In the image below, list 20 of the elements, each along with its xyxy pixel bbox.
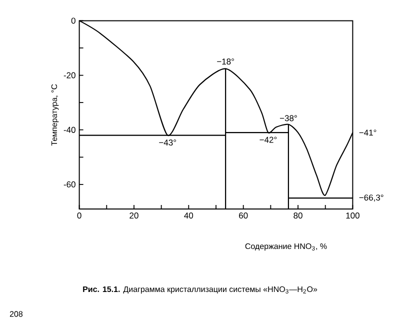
text: Рис. 15.1. Диаграмма кристаллизации системы «HNO$_{3}$—H$_{2}$O» — [83, 286, 318, 294]
annotation: −66,3° — [359, 194, 384, 202]
annotation: −42° — [260, 136, 277, 143]
y-tick-label: -40 — [64, 126, 76, 133]
y-tick-label: 0 — [71, 18, 76, 24]
text: 208 — [10, 311, 23, 317]
y-axis-title: Температура, °C — [51, 84, 59, 146]
x-tick-label: 60 — [239, 212, 248, 219]
annotation: −41° — [359, 130, 376, 136]
annotation: −18° — [217, 58, 234, 65]
x-tick-label: 80 — [294, 212, 302, 219]
y-tick-label: -20 — [64, 72, 76, 78]
x-tick-label: 20 — [130, 212, 138, 219]
annotation: −38° — [280, 115, 297, 122]
x-axis-title: Содержание HNO$_{3}$, % — [245, 243, 327, 251]
y-tick-label: -60 — [64, 181, 76, 188]
x-tick-label: 0 — [77, 212, 82, 219]
annotation: −43° — [159, 140, 176, 146]
x-tick-label: 40 — [184, 212, 194, 219]
x-tick-label: 100 — [346, 212, 360, 219]
